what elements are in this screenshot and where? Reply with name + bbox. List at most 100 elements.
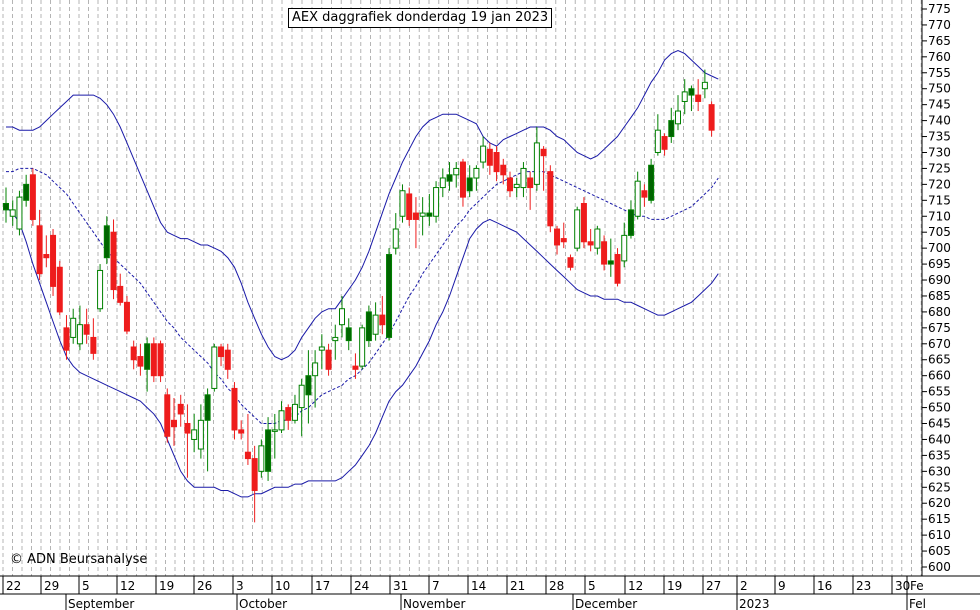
candle [352,353,359,379]
x-tick-label: 28 [549,579,564,593]
candle [661,133,668,156]
x-tick-label: 3 [236,579,244,593]
candle [345,318,352,351]
candle [164,388,171,443]
candle-body [433,187,440,217]
candle [291,394,298,424]
candle-body [164,394,171,437]
y-tick-label: 720 [928,177,951,191]
x-tick-label: 26 [197,579,212,593]
y-tick-label: 640 [928,432,951,446]
candle [480,136,487,169]
y-tick-label: 725 [928,161,951,175]
candle-body [56,266,63,313]
candle [547,165,554,233]
candle [648,158,655,204]
candle [419,197,426,236]
candle [50,229,57,296]
candle [634,171,641,220]
candle-body [607,260,614,265]
candle [43,235,50,268]
candle [607,238,614,277]
y-tick-label: 630 [928,464,951,478]
y-tick-label: 600 [928,560,951,574]
candle [433,181,440,223]
candle-body [218,346,225,358]
candle-body [399,190,406,217]
candle-body [594,228,601,249]
candle-body [16,196,23,230]
candle-body [23,183,30,201]
y-tick-label: 775 [928,2,951,16]
candle [191,413,198,453]
candle-body [681,91,688,102]
candle [486,142,493,175]
candle-body [29,174,36,220]
candle [211,343,218,392]
candle-body [567,257,574,268]
candle [117,273,124,306]
candle-body [184,423,191,434]
y-tick-label: 745 [928,98,951,112]
month-label: December [575,597,637,610]
candle-body [412,212,419,220]
candle-body [466,177,473,192]
x-tick-label: 2 [740,579,748,593]
x-tick-label: 30 [895,579,910,593]
bollinger-middle-line [6,167,719,424]
candle-body [312,362,319,377]
y-tick-label: 655 [928,385,951,399]
candle-body [278,410,285,431]
candle-body [352,365,359,370]
candle [540,146,547,191]
candle [695,79,702,112]
y-tick-label: 760 [928,50,951,64]
candle [426,193,433,226]
candle [359,324,366,370]
candle [500,158,507,185]
candle-body [231,387,238,431]
candle [493,146,500,182]
candle [231,382,238,440]
y-tick-label: 770 [928,18,951,32]
y-tick-label: 645 [928,417,951,431]
x-tick-label: 24 [354,579,369,593]
month-label: November [403,597,465,610]
x-tick-label: 9 [778,579,786,593]
y-tick-label: 665 [928,353,951,367]
y-tick-label: 740 [928,114,951,128]
y-tick-label: 610 [928,528,951,542]
candle-body [137,356,144,367]
candle [83,308,90,344]
candle-body [547,171,554,227]
x-tick-label: 23 [856,579,871,593]
candle [23,174,30,207]
grid-lines [2,0,922,576]
candle-body [258,445,265,472]
candle-body [332,336,339,342]
y-tick-label: 620 [928,496,951,510]
candle [601,235,608,271]
candle-body [90,336,97,354]
candle [265,417,272,481]
candle [701,69,708,99]
candle [171,398,177,446]
candle [90,318,97,360]
candle [379,295,386,335]
candle [144,337,151,392]
y-tick-label: 635 [928,448,951,462]
candle [325,343,332,376]
candle [244,413,251,465]
candle [406,187,413,226]
candle-body [419,212,426,217]
candle-body [298,384,305,409]
candle-body [446,174,453,182]
candle-body [480,145,487,163]
candle [412,197,419,249]
candle-body [513,183,520,189]
candle-body [473,167,480,179]
candle [137,343,144,376]
candle [130,340,137,370]
candle [533,126,540,191]
candle [627,200,634,239]
